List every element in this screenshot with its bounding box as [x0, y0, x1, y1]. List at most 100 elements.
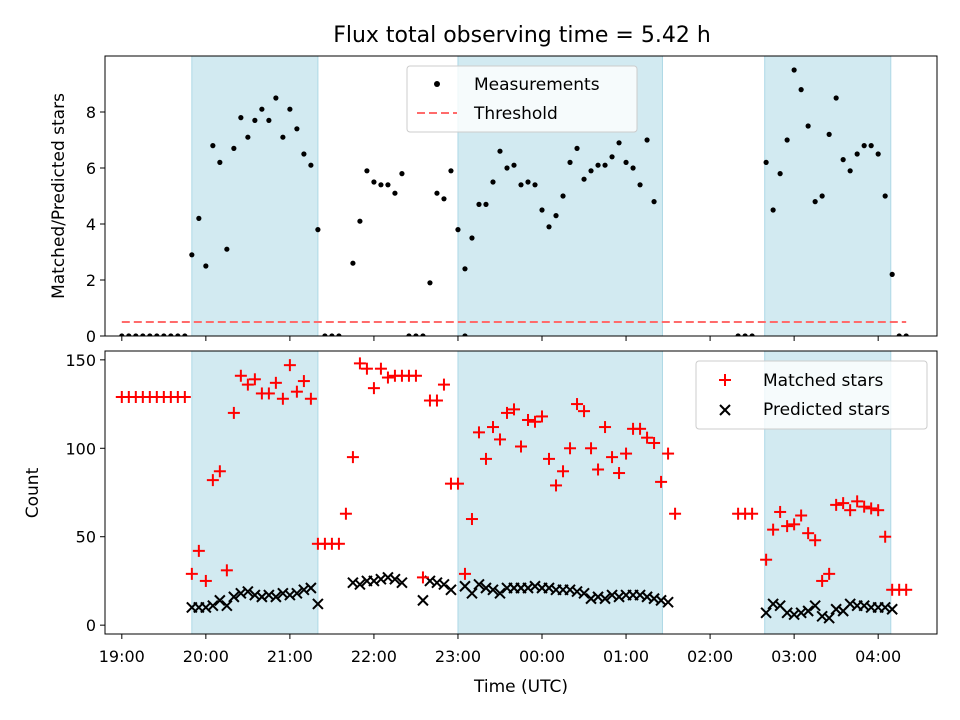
- predicted-star-marker: [235, 587, 247, 600]
- predicted-star-marker: [641, 591, 653, 603]
- predicted-star-marker: [354, 578, 366, 591]
- measurement-point: [504, 165, 510, 171]
- measurement-point: [259, 106, 265, 112]
- measurement-point: [427, 280, 433, 286]
- measurement-point: [392, 190, 398, 196]
- predicted-star-marker: [284, 589, 296, 601]
- measurement-point: [560, 193, 566, 199]
- bottom-shaded-bands: [191, 350, 892, 635]
- top-shaded-band: [191, 55, 319, 337]
- matched-star-marker: [234, 369, 247, 382]
- matched-star-marker: [599, 421, 612, 434]
- measurement-point: [805, 123, 811, 129]
- predicted-star-marker: [655, 594, 667, 607]
- measurement-point: [161, 333, 167, 336]
- top-panel: 0 2 4 6 8 Matched/Predicted stars Measuremen…: [49, 55, 938, 346]
- top-y-tick-label: 6: [86, 159, 96, 178]
- predicted-star-marker: [844, 598, 856, 610]
- matched-star-marker: [297, 375, 310, 388]
- matched-star-marker: [802, 527, 815, 540]
- measurement-point: [616, 140, 622, 146]
- matched-star-marker: [662, 447, 675, 460]
- predicted-star-marker: [396, 576, 408, 589]
- bottom-x-tick-label: 20:00: [183, 647, 229, 666]
- matched-star-marker: [458, 567, 471, 580]
- matched-star-marker: [774, 505, 787, 518]
- measurement-point: [847, 168, 853, 174]
- predicted-star-marker: [445, 584, 457, 596]
- matched-star-marker: [353, 357, 366, 370]
- measurement-point: [175, 333, 181, 336]
- measurement-point: [567, 159, 573, 165]
- legend-measurements-label: Measurements: [474, 75, 600, 95]
- matched-star-marker: [655, 475, 668, 488]
- measurement-point: [525, 179, 531, 185]
- matched-star-marker: [613, 467, 626, 480]
- matched-star-marker: [381, 371, 394, 384]
- matched-star-marker: [767, 523, 780, 536]
- measurement-point: [833, 95, 839, 101]
- matched-star-marker: [479, 452, 492, 465]
- measurement-point: [434, 190, 440, 196]
- measurement-point: [420, 333, 426, 336]
- bottom-x-tick-label: 01:00: [603, 647, 649, 666]
- measurement-point: [413, 333, 419, 336]
- legend-measurement-marker: [434, 81, 440, 87]
- predicted-star-marker: [585, 592, 597, 605]
- measurement-point: [322, 333, 328, 336]
- measurement-point: [168, 333, 174, 336]
- measurement-point: [448, 168, 454, 174]
- measurement-point: [224, 246, 230, 252]
- measurement-point: [119, 333, 125, 336]
- measurement-point: [644, 137, 650, 143]
- predicted-star-marker: [389, 573, 401, 585]
- top-y-tick-label: 0: [86, 327, 96, 346]
- predicted-star-marker: [473, 578, 485, 591]
- matched-star-marker: [536, 410, 549, 423]
- predicted-star-marker: [368, 575, 380, 587]
- measurement-point: [518, 182, 524, 188]
- predicted-star-marker: [207, 599, 219, 612]
- bottom-y-tick-label: 0: [86, 616, 96, 635]
- measurement-point: [329, 333, 335, 336]
- measurement-point: [546, 224, 552, 230]
- measurement-point: [462, 266, 468, 272]
- matched-star-marker: [416, 571, 429, 584]
- measurement-point: [651, 199, 657, 205]
- matched-star-marker: [206, 474, 219, 487]
- measurement-point: [455, 227, 461, 233]
- measurement-point: [819, 193, 825, 199]
- matched-star-marker: [199, 574, 212, 587]
- predicted-star-marker: [375, 573, 387, 585]
- measurement-point: [770, 207, 776, 213]
- measurement-point: [182, 333, 188, 336]
- matched-star-marker: [795, 509, 808, 522]
- measurement-point: [231, 145, 237, 151]
- predicted-star-marker: [270, 591, 282, 603]
- predicted-star-marker: [564, 584, 576, 596]
- measurement-point: [742, 333, 748, 336]
- matched-star-marker: [578, 405, 591, 418]
- bottom-x-tick-label: 04:00: [855, 647, 901, 666]
- matched-star-marker: [781, 520, 794, 533]
- measurement-point: [469, 235, 475, 241]
- measurement-point: [294, 126, 300, 132]
- predicted-star-marker: [823, 612, 835, 624]
- measurement-point: [238, 115, 244, 121]
- matched-star-marker: [227, 406, 240, 419]
- measurement-point: [595, 162, 601, 168]
- measurement-point: [210, 143, 216, 149]
- matched-star-marker: [213, 465, 226, 478]
- measurement-point: [861, 143, 867, 149]
- measurement-point: [511, 162, 517, 168]
- matched-star-marker: [339, 507, 352, 520]
- top-y-axis-label: Matched/Predicted stars: [49, 93, 69, 299]
- predicted-star-marker: [242, 585, 254, 598]
- predicted-star-marker: [305, 582, 317, 594]
- matched-star-marker: [592, 463, 605, 476]
- predicted-star-marker: [543, 582, 555, 594]
- matched-star-marker: [557, 465, 570, 478]
- top-shaded-bands: [191, 55, 892, 337]
- measurement-point: [826, 131, 832, 137]
- bottom-panel: 0 50 100 150 19:00 20:00 21:00 22:00 23:00 00:00…: [23, 350, 938, 697]
